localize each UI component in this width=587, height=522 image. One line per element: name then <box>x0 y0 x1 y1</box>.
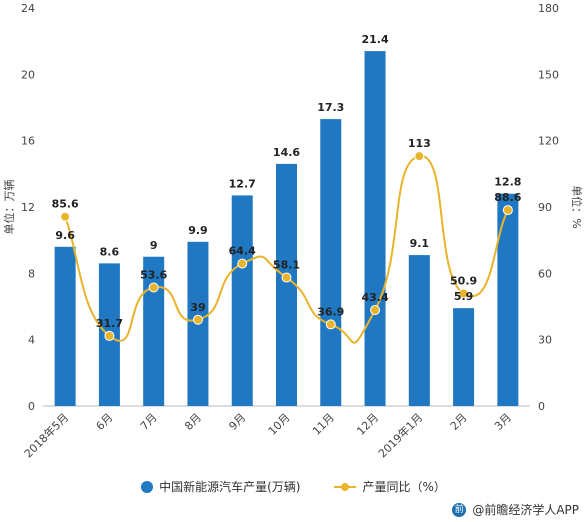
y-tick-label: 4 <box>28 334 35 347</box>
bar-value-label: 9.9 <box>188 224 208 237</box>
x-tick-label: 7月 <box>138 411 160 433</box>
line-point <box>60 211 71 222</box>
y-tick-label: 24 <box>21 2 35 15</box>
bars <box>54 51 519 406</box>
line-value-label: 64.4 <box>229 245 256 258</box>
x-tick-label: 8月 <box>182 411 204 433</box>
bar-value-label: 12.7 <box>229 177 256 190</box>
line-point <box>502 205 513 216</box>
line-value-label: 43.4 <box>361 291 388 304</box>
line-point <box>458 288 469 299</box>
line-value-label: 50.9 <box>450 274 477 287</box>
bar-value-label: 5.9 <box>454 290 474 303</box>
bar-value-label: 9.6 <box>55 229 75 242</box>
x-tick-label: 3月 <box>492 411 514 433</box>
bar <box>54 246 76 406</box>
y2-tick-label: 90 <box>538 201 552 214</box>
bar <box>408 255 430 406</box>
bar-value-label: 9.1 <box>410 237 430 250</box>
bar <box>143 256 165 406</box>
line-series <box>60 151 513 344</box>
chart: 0 4 8 12 16 20 24 0 30 60 90 120 150 180 单位：万辆 单位：% 2018… <box>2 2 584 460</box>
bar <box>364 51 386 406</box>
line-value-label: 58.1 <box>273 259 300 272</box>
x-tick-label: 12月 <box>354 411 381 438</box>
bar <box>320 119 342 406</box>
y2-tick-label: 150 <box>538 68 559 81</box>
line-value-label: 85.6 <box>52 198 79 211</box>
bar-value-label: 14.6 <box>273 146 300 159</box>
y2-tick-label: 30 <box>538 334 552 347</box>
line-value-label: 53.6 <box>140 268 167 281</box>
legend: 中国新能源汽车产量(万辆) 产量同比（%） <box>0 478 587 495</box>
bar <box>231 195 253 406</box>
line-value-label: 88.6 <box>494 191 521 204</box>
line-point <box>281 272 292 283</box>
y2-tick-label: 60 <box>538 267 552 280</box>
x-tick-label: 10月 <box>266 411 293 438</box>
series-line <box>64 155 509 344</box>
line-value-label: 113 <box>408 137 431 150</box>
bar-value-label: 12.8 <box>494 176 521 189</box>
legend-label-bar: 中国新能源汽车产量(万辆) <box>159 480 301 494</box>
legend-swatch-bar <box>141 480 154 493</box>
bar-value-label: 21.4 <box>361 33 388 46</box>
line-point <box>325 319 336 330</box>
bar-value-label: 9 <box>150 239 158 252</box>
line-point <box>370 305 381 316</box>
y-axis-title: 单位：万辆 <box>2 180 16 235</box>
y2-tick-label: 180 <box>538 2 559 15</box>
y-tick-label: 12 <box>21 201 35 214</box>
bar <box>276 163 297 406</box>
x-tick-label: 6月 <box>94 411 116 433</box>
bar-value-label: 17.3 <box>317 101 344 114</box>
y2-tick-label: 0 <box>538 400 545 413</box>
x-tick-label: 2018年5月 <box>21 410 71 460</box>
line-point <box>104 330 115 341</box>
line-point <box>237 258 248 269</box>
data-labels: 9.6 8.6 9 9.9 12.7 14.6 17.3 21.4 9.1 5.9 12.8 85.6… <box>52 33 522 330</box>
source-note: 前 @前瞻经济学人APP <box>452 501 579 518</box>
y-tick-label: 0 <box>28 400 35 413</box>
bar <box>453 308 475 406</box>
legend-swatch-line <box>334 481 357 493</box>
legend-item-line: 产量同比（%） <box>334 478 446 495</box>
y-tick-label: 16 <box>21 135 35 148</box>
legend-item-bar: 中国新能源汽车产量(万辆) <box>141 478 300 495</box>
x-tick-label: 2月 <box>448 411 470 433</box>
line-value-label: 39 <box>190 301 205 314</box>
legend-label-line: 产量同比（%） <box>362 480 446 494</box>
line-point <box>192 314 203 325</box>
y-tick-label: 8 <box>28 267 35 280</box>
line-point <box>414 151 425 162</box>
y-tick-label: 20 <box>21 68 35 81</box>
x-tick-label: 2019年1月 <box>375 410 425 460</box>
y2-tick-label: 120 <box>538 135 559 148</box>
line-point <box>148 282 159 293</box>
line-value-label: 36.9 <box>317 305 344 318</box>
x-tick-label: 9月 <box>226 411 248 433</box>
bar <box>497 193 519 406</box>
line-value-label: 31.7 <box>96 317 123 330</box>
x-tick-label: 11月 <box>310 411 337 438</box>
y2-axis-title: 单位：% <box>570 185 584 228</box>
source-text: @前瞻经济学人APP <box>472 503 579 517</box>
qianzhan-logo-icon: 前 <box>452 502 467 517</box>
bar-value-label: 8.6 <box>100 245 120 258</box>
